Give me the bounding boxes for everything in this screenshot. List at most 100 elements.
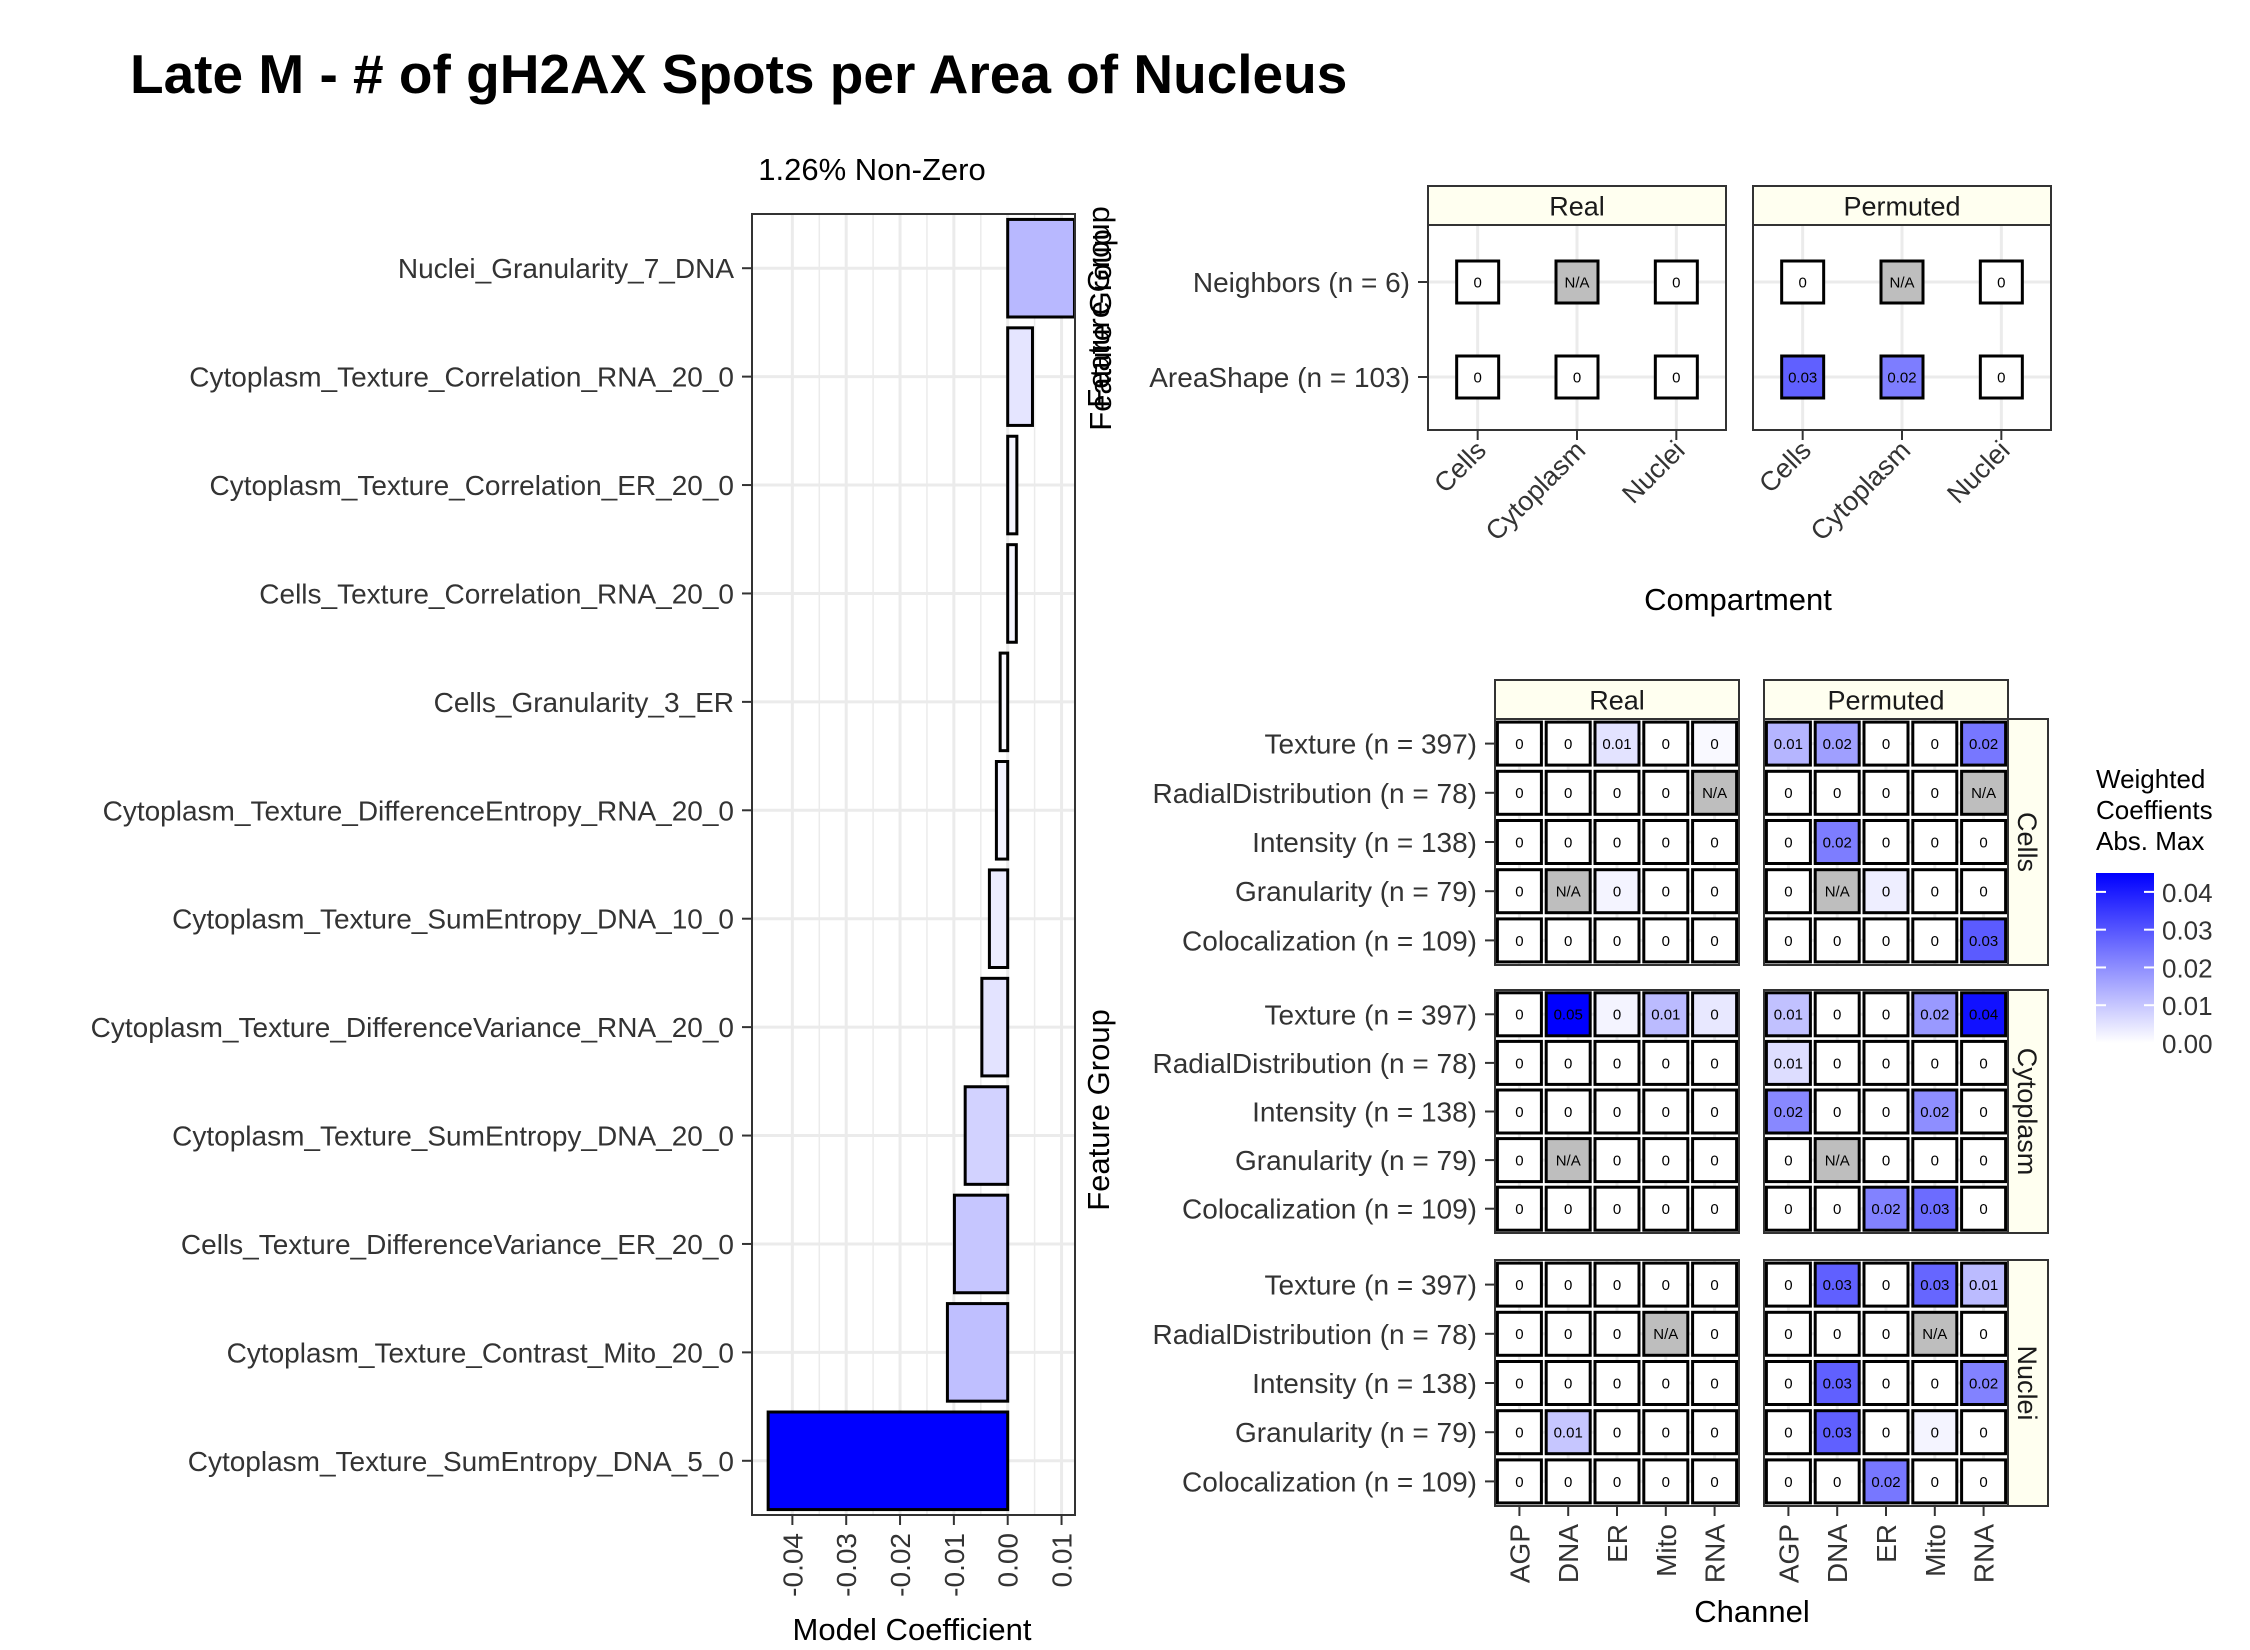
heatmap-tile [1879,354,1925,400]
heatmap-tile-label: 0 [1784,884,1792,901]
facet-strip [2007,718,2049,966]
legend-colorbar [2096,873,2154,1043]
heatmap-tile-label: 0 [1882,1326,1890,1343]
heatmap-tile-label: 0 [1662,1474,1670,1491]
heatmap-tile [1960,720,2008,767]
heatmap-tile [1911,720,1959,767]
heatmap-tile [1813,1458,1861,1505]
heatmap-tile [1593,1458,1641,1505]
heatmap-tile-label: 0.02 [1969,1375,1998,1392]
heatmap-tile [1593,1310,1641,1357]
heatmap-tile [1691,769,1739,816]
heatmap-tile [1960,1137,2008,1184]
heatmap-tile [1764,1409,1812,1456]
heatmap-tile [1862,769,1910,816]
heatmap-tile [1960,868,2008,915]
heatmap-tile-label: 0 [1564,834,1572,851]
compartment-tick-label: Cytoplasm [1480,435,1591,546]
facet-strip [1427,185,1727,226]
bar-x-tick-label: -0.01 [939,1533,970,1597]
heatmap-tile [1642,1458,1690,1505]
facet-strip-label: Real [1549,192,1605,222]
heatmap-tile-label: 0 [1662,1375,1670,1392]
compartment-row-label: AreaShape (n = 103) [1149,362,1410,393]
heatmap-tile-label: 0 [1931,1055,1939,1072]
heatmap-tile-label: 0 [1710,736,1718,753]
bar-category-label: Cytoplasm_Texture_DifferenceEntropy_RNA_… [103,795,734,826]
heatmap-tile [1691,1458,1739,1505]
heatmap-tile-label: 0.02 [1823,736,1852,753]
heatmap-tile [1653,259,1699,305]
heatmap-tile [1813,769,1861,816]
heatmap-tile-label: 0 [1710,1201,1718,1218]
heatmap-tile-label: 0 [1710,884,1718,901]
bar-Nuclei_Granularity_7_DNA [1006,217,1076,319]
heatmap-tile [1960,991,2008,1038]
heatmap-tile [1911,917,1959,964]
heatmap-tile-label: 0 [1515,1055,1523,1072]
heatmap-tile [1593,917,1641,964]
channel-row-label: Colocalization (n = 109) [1182,925,1477,956]
heatmap-tile-label: 0 [1882,1277,1890,1294]
legend-title-line-2: Coeffients [2096,795,2213,825]
heatmap-tile [1780,259,1826,305]
heatmap-tile [1960,819,2008,865]
heatmap-tile-label: 0 [1710,1326,1718,1343]
heatmap-tile-label: 0 [1833,1326,1841,1343]
facet-strip [1752,185,2052,226]
heatmap-tile [1495,868,1543,915]
heatmap-tile [1764,1088,1812,1135]
heatmap-tile-label: 0 [1515,1104,1523,1121]
channel-row-label: Granularity (n = 79) [1235,1145,1477,1176]
heatmap-tile [1495,1039,1543,1086]
heatmap-tile-label: 0 [1784,834,1792,851]
bar-Cells_Granularity_3_ER [998,651,1010,753]
heatmap-tile [1495,769,1543,816]
heatmap-tile-label: N/A [1825,1153,1850,1170]
heatmap-tile-label: 0 [1515,1153,1523,1170]
channel-row-label: Colocalization (n = 109) [1182,1466,1477,1497]
bar-category-label: Cytoplasm_Texture_Correlation_ER_20_0 [209,470,734,501]
channel-row-label: RadialDistribution (n = 78) [1153,1048,1478,1079]
heatmap-tile-label: 0 [1931,736,1939,753]
heatmap-tile-label: 0 [1882,1425,1890,1442]
heatmap-tile-label: N/A [1889,274,1914,291]
heatmap-tile-label: 0 [1979,834,1987,851]
heatmap-tile-label: 0 [1710,1055,1718,1072]
compartment-axis-label: Compartment [1644,582,1832,617]
channel-tick-label: RNA [1969,1524,2000,1583]
heatmap-tile [1691,1409,1739,1456]
heatmap-tile [1862,819,1910,865]
heatmap-tile-label: 0.03 [1969,933,1998,950]
heatmap-tile [1495,1409,1543,1456]
heatmap-tile [1691,1137,1739,1184]
heatmap-tile [1764,1458,1812,1505]
heatmap-tile [1813,1039,1861,1086]
heatmap-tile [1691,1088,1739,1135]
heatmap-tile [1691,819,1739,865]
heatmap-tile-label: 0 [1515,1277,1523,1294]
heatmap-tile [1642,720,1690,767]
heatmap-tile-label: 0 [1784,1277,1792,1294]
heatmap-tile [1691,1310,1739,1357]
heatmap-tile [1495,917,1543,964]
heatmap-tile [1960,769,2008,816]
heatmap-tile-label: 0 [1613,933,1621,950]
heatmap-tile-label: 0.03 [1920,1277,1949,1294]
heatmap-tile-label: 0 [1672,369,1680,386]
heatmap-tile-label: 0 [1613,1104,1621,1121]
heatmap-tile-label: 0.01 [1969,1277,1998,1294]
bar-Cytoplasm_Texture_SumEntropy_DNA_5_0 [766,1410,1010,1512]
heatmap-tile [1642,991,1690,1038]
heatmap-tile [1691,1360,1739,1406]
bar-Cytoplasm_Texture_DifferenceEntropy_RNA_20_0 [994,760,1010,861]
bar-Cells_Texture_DifferenceVariance_ER_20_0 [952,1193,1010,1295]
heatmap-tile [1593,720,1641,767]
facet-strip-label: Permuted [1827,686,1944,716]
heatmap-tile-label: 0 [1613,785,1621,802]
heatmap-tile-label: 0 [1573,369,1581,386]
heatmap-tile-label: 0.02 [1871,1201,1900,1218]
heatmap-tile [1642,1310,1690,1357]
heatmap-tile [1813,1409,1861,1456]
heatmap-tile-label: 0 [1613,1007,1621,1024]
